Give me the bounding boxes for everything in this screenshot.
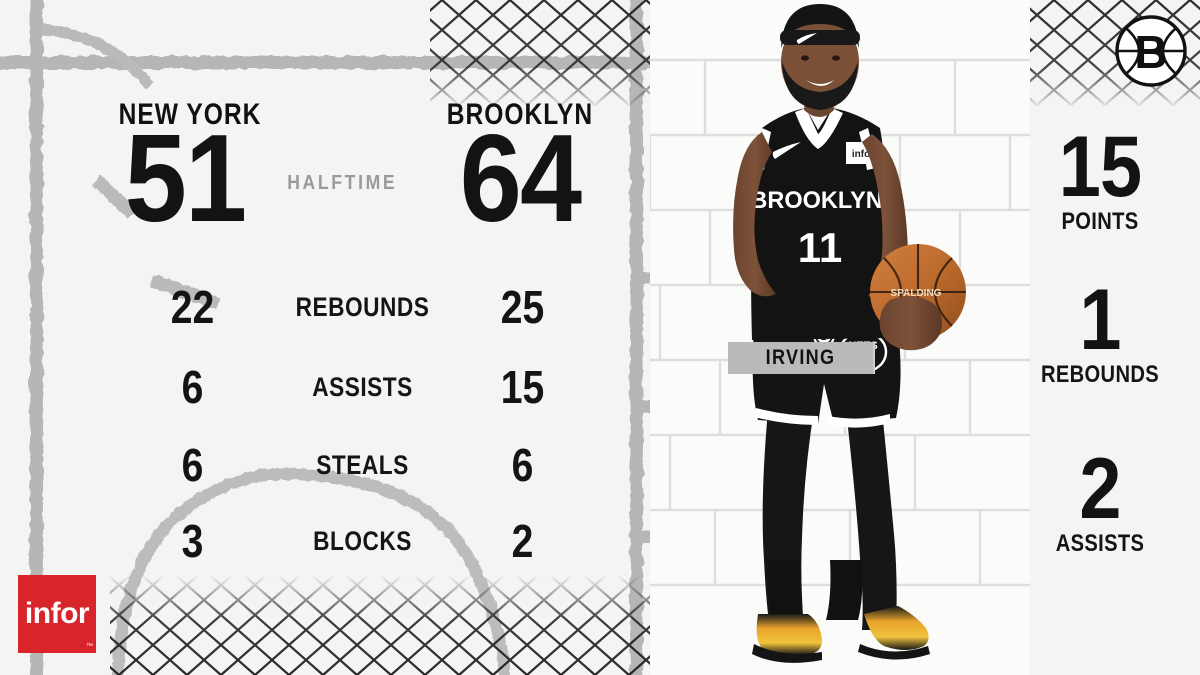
player-shoes [752,606,930,663]
player-head [780,4,860,117]
nike-swoosh-icon [796,33,817,44]
away-stat-value: 22 [170,281,215,333]
player-stat-block: 1 REBOUNDS [1010,272,1190,389]
hatch-pattern-bottom [110,572,700,675]
away-stat-value: 6 [181,439,204,491]
team-stats-panel: NEW YORK BROOKLYN 51 64 HALFTIME 22 REBO… [0,98,650,570]
away-team-score: 51 [124,110,247,248]
stat-label: STEALS [316,450,409,480]
period-label: HALFTIME [287,172,398,194]
away-team-name: NEW YORK [118,98,262,131]
player-socks [767,560,863,620]
stat-row: 22 REBOUNDS 25 [0,278,650,336]
infor-logo-text: infor [24,597,90,630]
player-hand [879,295,942,351]
player-stat-label: REBOUNDS [1040,360,1160,388]
player-stats-panel: 15 POINTS 1 REBOUNDS 2 ASSISTS [1010,0,1200,675]
player-jersey: BROOKLYN 11 infor [750,108,891,340]
away-stat-value: 6 [181,361,204,413]
player-stat-label: POINTS [1061,207,1139,235]
svg-text:infor: infor [852,149,874,160]
jersey-number: 11 [798,224,842,271]
brooklyn-nets-logo: B [1115,15,1187,87]
away-stat-value: 3 [181,515,204,567]
home-stat-value: 25 [500,281,545,333]
player-stat-value: 1 [1079,272,1121,368]
player-figure: NETS B B BROOKLYN 11 [733,4,966,663]
smile [806,80,834,86]
jersey-wordmark: BROOKLYN [750,187,882,214]
player-stat-label: ASSISTS [1055,529,1145,557]
home-stat-value: 6 [511,439,534,491]
ball-brand-text: SPALDING [891,288,942,299]
player-name-tag: IRVING [728,342,873,374]
stat-row: 6 STEALS 6 [0,436,650,494]
home-stat-value: 15 [500,361,545,413]
player-stat-block: 15 POINTS [1010,119,1190,236]
stat-label: BLOCKS [313,526,412,556]
player-stat-value: 2 [1079,441,1121,537]
player-photo: NETS B B BROOKLYN 11 [650,0,1030,675]
headband [780,30,860,45]
home-team-score: 64 [459,110,582,248]
infor-logo: infor ™ [18,575,96,653]
nike-swoosh-icon [772,142,801,159]
stat-label: REBOUNDS [295,292,430,322]
trademark-symbol: ™ [86,643,93,650]
home-team-name: BROOKLYN [446,98,594,131]
player-name-label: IRVING [765,346,836,369]
player-stat-block: 2 ASSISTS [1010,441,1190,558]
stat-row: 3 BLOCKS 2 [0,512,650,570]
stat-row: 6 ASSISTS 15 [0,358,650,416]
nets-logo-letter: B [1134,26,1167,78]
home-stat-value: 2 [511,515,534,567]
stat-label: ASSISTS [312,372,413,402]
player-stat-value: 15 [1058,119,1142,215]
